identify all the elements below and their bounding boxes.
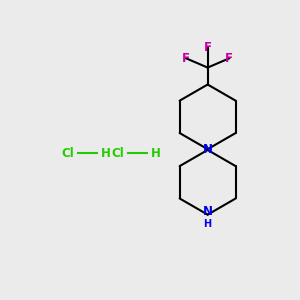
Text: H: H (101, 146, 111, 160)
Text: F: F (182, 52, 190, 65)
Text: F: F (204, 41, 212, 54)
Text: Cl: Cl (111, 146, 124, 160)
Text: N: N (203, 205, 213, 218)
Text: H: H (151, 146, 161, 160)
Text: H: H (204, 219, 212, 229)
Text: F: F (225, 52, 233, 65)
Text: N: N (203, 143, 213, 156)
Text: Cl: Cl (61, 146, 74, 160)
